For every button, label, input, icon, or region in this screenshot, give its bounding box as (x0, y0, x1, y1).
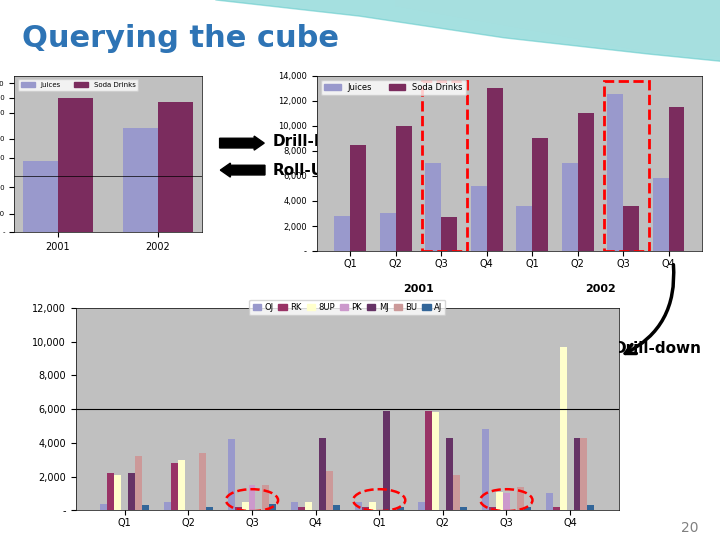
Bar (123, 128, 158, 232)
Text: Drill-Down: Drill-Down (272, 134, 362, 149)
Bar (532, 138, 548, 251)
Bar (432, 413, 439, 510)
FancyArrow shape (220, 136, 264, 150)
Bar (263, 485, 269, 510)
Bar (562, 163, 577, 251)
Bar (178, 460, 185, 510)
Bar (441, 217, 457, 251)
Bar (350, 145, 366, 251)
Text: 2002: 2002 (585, 284, 616, 294)
Bar (426, 163, 441, 251)
Bar (319, 438, 326, 510)
Bar (503, 494, 510, 510)
Bar (291, 502, 298, 510)
Bar (460, 507, 467, 510)
Legend: Juices, Soda Drinks: Juices, Soda Drinks (321, 80, 466, 96)
Bar (559, 347, 567, 510)
Text: 2001: 2001 (403, 284, 434, 294)
Bar (623, 206, 639, 251)
Bar (524, 507, 531, 510)
Bar (326, 471, 333, 510)
Bar (604, 81, 649, 251)
Bar (652, 178, 669, 251)
Bar (418, 502, 426, 510)
Bar (546, 494, 552, 510)
Bar (199, 453, 206, 510)
Bar (58, 98, 93, 232)
Bar (107, 473, 114, 510)
Bar (361, 507, 369, 510)
Bar (552, 507, 559, 510)
Bar (143, 505, 149, 510)
Bar (206, 507, 213, 510)
Bar (482, 429, 489, 510)
Bar (607, 94, 623, 251)
Bar (446, 438, 454, 510)
Bar (383, 411, 390, 510)
Bar (333, 505, 340, 510)
Bar (128, 473, 135, 510)
Bar (574, 438, 580, 510)
Bar (487, 88, 503, 251)
Bar (396, 126, 412, 251)
Bar (23, 161, 58, 232)
Bar (100, 503, 107, 510)
Bar (379, 213, 396, 251)
Bar (355, 502, 361, 510)
FancyArrow shape (220, 163, 265, 177)
Bar (471, 186, 487, 251)
Bar (269, 503, 276, 510)
Bar (135, 456, 143, 510)
Bar (228, 440, 235, 510)
Bar (171, 463, 178, 510)
Bar (577, 113, 593, 251)
Legend: OJ, RK, 8UP, PK, MJ, BU, AJ: OJ, RK, 8UP, PK, MJ, BU, AJ (249, 300, 446, 315)
Bar (248, 485, 256, 510)
Bar (588, 505, 595, 510)
Text: 20: 20 (681, 521, 698, 535)
Bar (517, 487, 524, 510)
Bar (369, 502, 376, 510)
Bar (580, 438, 588, 510)
Bar (164, 502, 171, 510)
Text: Drill-down: Drill-down (614, 341, 702, 356)
Bar (158, 102, 193, 232)
Text: Roll-Up: Roll-Up (272, 163, 334, 178)
Bar (397, 507, 404, 510)
Bar (422, 81, 467, 251)
Bar (241, 502, 248, 510)
Polygon shape (216, 0, 720, 65)
Bar (114, 475, 121, 510)
Polygon shape (396, 0, 720, 59)
Bar (454, 475, 460, 510)
Bar (496, 492, 503, 510)
Bar (669, 107, 685, 251)
Bar (426, 411, 432, 510)
Text: Querying the cube: Querying the cube (22, 24, 338, 53)
Bar (235, 507, 241, 510)
Bar (305, 502, 312, 510)
Legend: Juices, Soda Drinks: Juices, Soda Drinks (18, 79, 138, 91)
Bar (516, 206, 532, 251)
Bar (489, 507, 496, 510)
Bar (334, 216, 350, 251)
Bar (298, 507, 305, 510)
